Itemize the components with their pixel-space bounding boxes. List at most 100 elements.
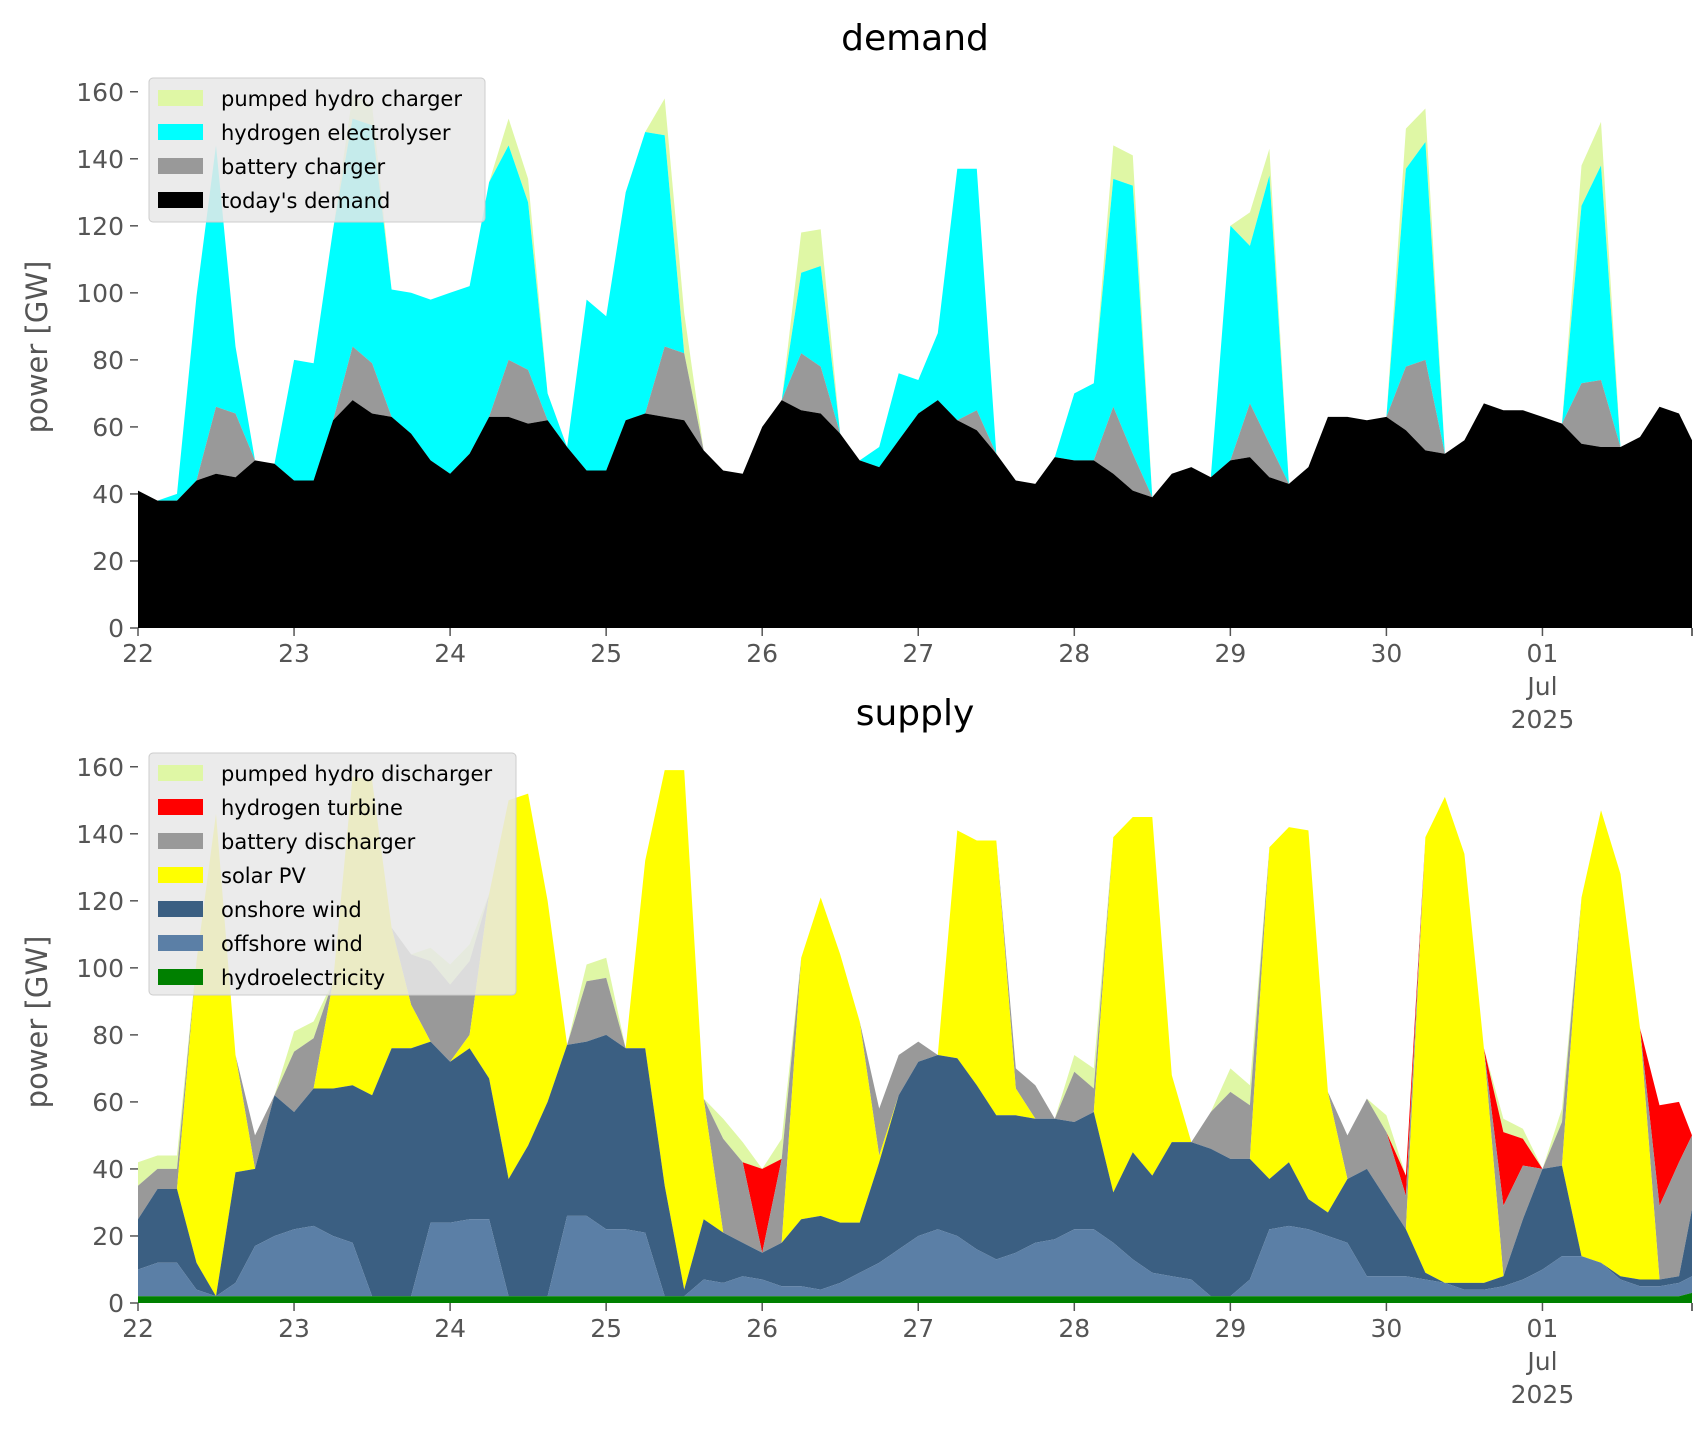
y-tick-label: 160 [76,78,124,107]
legend-entry: pumped hydro charger [158,87,462,111]
x-tick-label: 25 [590,639,622,668]
legend-label: hydrogen turbine [221,796,403,820]
legend-entry: offshore wind [158,932,363,956]
legend-swatch [158,192,203,208]
x-tick-label: 25 [590,1314,622,1343]
demand-areas [138,95,1692,628]
demand-title: demand [841,18,989,59]
area-onshore-wind [138,1034,1692,1297]
legend-entry: pumped hydro discharger [158,762,492,786]
legend-entry: today's demand [158,189,390,213]
demand-y-axis-label: power [GW] [20,261,54,434]
y-tick-label: 140 [76,820,124,849]
legend-swatch [158,867,203,883]
x-tick-label: 30 [1370,1314,1402,1343]
legend-label: solar PV [221,864,306,888]
x-tick-label: 23 [278,639,310,668]
y-tick-label: 80 [92,346,124,375]
demand-x-ticks: 22 23 24 25 26 27 28 29 30 01 Jul 2025 [122,628,1693,734]
supply-y-axis-label: power [GW] [20,936,54,1109]
legend-box [148,77,486,223]
y-tick-label: 100 [76,279,124,308]
x-tick-year-label: 2025 [1511,1380,1575,1409]
y-tick-label: 40 [92,1155,124,1184]
y-tick-label: 160 [76,753,124,782]
legend-label: onshore wind [221,898,362,922]
supply-y-ticks: 0 20 40 60 80 100 120 140 160 [76,753,138,1318]
area-battery-discharger [138,770,1692,1280]
x-tick-label: 01 [1527,639,1559,668]
legend-label: offshore wind [221,932,363,956]
y-tick-label: 0 [108,614,124,643]
y-tick-label: 20 [92,1222,124,1251]
legend-swatch [158,799,203,815]
legend-label: hydroelectricity [221,966,385,990]
demand-y-ticks: 0 20 40 60 80 100 120 140 160 [76,78,138,643]
y-tick-label: 0 [108,1289,124,1318]
y-tick-label: 120 [76,887,124,916]
x-tick-label: 28 [1058,1314,1090,1343]
legend-label: pumped hydro charger [221,87,462,111]
legend-entry: battery charger [158,155,386,179]
area-today-s-demand [138,400,1692,628]
legend-label: battery discharger [221,830,416,854]
x-tick-label: 30 [1370,639,1402,668]
legend-label: today's demand [221,189,390,213]
legend-swatch [158,935,203,951]
x-tick-month-label: Jul [1525,672,1557,701]
legend-box [148,752,517,996]
y-tick-label: 100 [76,954,124,983]
x-tick-year-label: 2025 [1511,705,1575,734]
x-tick-label: 22 [122,639,154,668]
supply-title: supply [856,693,975,734]
area-hydrogen-electrolyser [138,118,1692,501]
x-tick-label: 26 [746,1314,778,1343]
area-battery-charger [138,346,1692,501]
area-offshore-wind [138,1215,1692,1297]
legend-entry: hydrogen electrolyser [158,121,451,145]
x-tick-label: 27 [902,1314,934,1343]
legend-swatch [158,124,203,140]
x-tick-label: 24 [434,1314,466,1343]
legend-swatch [158,765,203,781]
y-tick-label: 80 [92,1021,124,1050]
legend-swatch [158,901,203,917]
x-tick-label: 27 [902,639,934,668]
x-tick-label: 24 [434,639,466,668]
legend-swatch [158,969,203,985]
area-solar-pv [138,770,1692,1297]
y-tick-label: 120 [76,212,124,241]
demand-panel: demand power [GW] 020406080100120140160 … [20,18,1693,734]
legend-swatch [158,90,203,106]
legend-entry: hydroelectricity [158,966,385,990]
y-tick-label: 140 [76,145,124,174]
x-tick-label: 01 [1527,1314,1559,1343]
supply-legend: pumped hydro discharger hydrogen turbine b… [148,752,517,996]
supply-panel: supply power [GW] 020406080100120140160 … [20,693,1693,1409]
supply-x-ticks: 22 23 24 25 26 27 28 29 30 01 Jul 2025 [122,1303,1693,1409]
x-tick-label: 29 [1214,639,1246,668]
legend-entry: hydrogen turbine [158,796,403,820]
x-tick-label: 28 [1058,639,1090,668]
y-tick-label: 60 [92,413,124,442]
y-tick-label: 60 [92,1088,124,1117]
y-tick-label: 40 [92,480,124,509]
legend-label: pumped hydro discharger [221,762,492,786]
legend-label: battery charger [221,155,386,179]
demand-legend: pumped hydro charger hydrogen electrolyse… [148,77,486,223]
area-hydroelectricity [138,1292,1692,1303]
legend-label: hydrogen electrolyser [221,121,451,145]
legend-swatch [158,158,203,174]
x-tick-label: 29 [1214,1314,1246,1343]
legend-entry: solar PV [158,864,306,888]
x-tick-label: 26 [746,639,778,668]
x-tick-label: 22 [122,1314,154,1343]
legend-swatch [158,833,203,849]
x-tick-label: 23 [278,1314,310,1343]
area-pumped-hydro-charger [138,95,1692,501]
y-tick-label: 20 [92,547,124,576]
legend-entry: onshore wind [158,898,362,922]
x-tick-month-label: Jul [1525,1347,1557,1376]
legend-entry: battery discharger [158,830,416,854]
